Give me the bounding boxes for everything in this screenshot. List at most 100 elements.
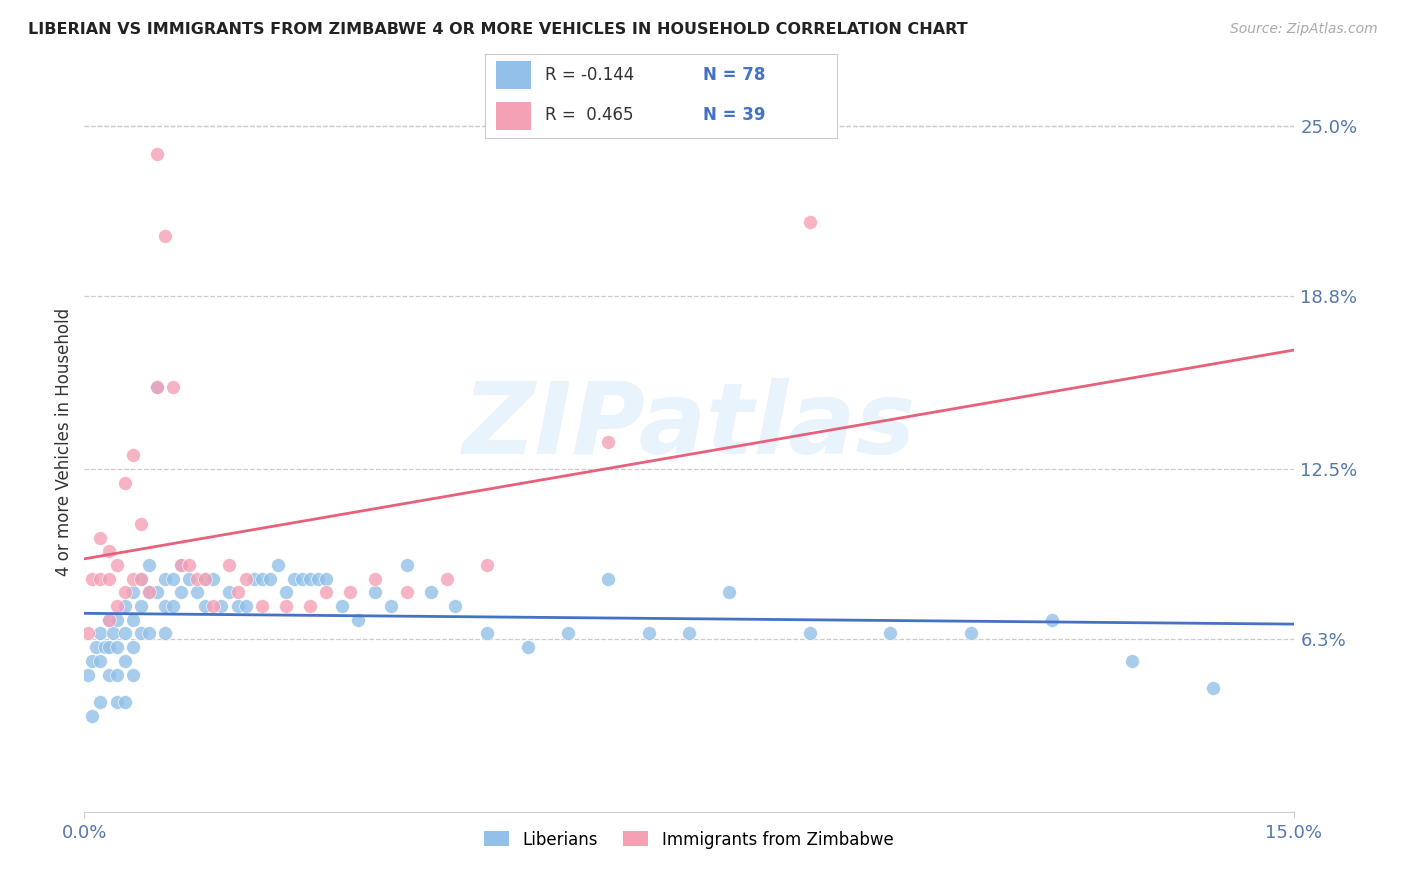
Point <box>97 572 120 586</box>
Point <box>86 640 108 655</box>
Point <box>105 667 128 681</box>
Point <box>105 695 128 709</box>
Text: Source: ZipAtlas.com: Source: ZipAtlas.com <box>1230 22 1378 37</box>
Point <box>146 380 169 394</box>
Point <box>138 585 160 599</box>
Point <box>121 667 143 681</box>
Point <box>242 572 264 586</box>
Point <box>637 626 659 640</box>
Point <box>82 654 104 668</box>
Point <box>89 572 111 586</box>
Point <box>315 572 337 586</box>
Point <box>162 380 184 394</box>
Point <box>226 585 249 599</box>
Point <box>129 599 152 613</box>
Point <box>138 558 160 572</box>
Point <box>315 585 337 599</box>
Point <box>162 572 184 586</box>
Point <box>170 558 193 572</box>
Point <box>395 558 418 572</box>
Point <box>114 585 136 599</box>
Point <box>194 599 217 613</box>
Point <box>121 448 143 462</box>
Point <box>89 695 111 709</box>
Point <box>146 585 169 599</box>
Point <box>218 558 240 572</box>
Text: N = 39: N = 39 <box>703 106 765 124</box>
Point <box>299 599 322 613</box>
Point <box>170 558 193 572</box>
Point <box>105 558 128 572</box>
Point <box>114 626 136 640</box>
Point <box>209 599 232 613</box>
Point <box>557 626 579 640</box>
Point <box>153 572 176 586</box>
Point <box>186 585 208 599</box>
Point <box>89 531 111 545</box>
Point <box>162 599 184 613</box>
Point <box>420 585 443 599</box>
Point <box>89 626 111 640</box>
Point <box>291 572 314 586</box>
Point <box>347 613 370 627</box>
Legend: Liberians, Immigrants from Zimbabwe: Liberians, Immigrants from Zimbabwe <box>478 824 900 855</box>
Point <box>153 599 176 613</box>
Point <box>330 599 353 613</box>
Point <box>146 380 169 394</box>
Point <box>395 585 418 599</box>
Point <box>1121 654 1143 668</box>
Point <box>194 572 217 586</box>
Point <box>97 640 120 655</box>
Point <box>138 585 160 599</box>
Point <box>226 599 249 613</box>
Point <box>235 572 257 586</box>
FancyBboxPatch shape <box>495 102 531 130</box>
Point <box>93 640 115 655</box>
Point <box>114 695 136 709</box>
Point <box>105 613 128 627</box>
Point <box>97 667 120 681</box>
Point <box>283 572 305 586</box>
Point <box>82 708 104 723</box>
Point <box>179 572 201 586</box>
Point <box>250 572 273 586</box>
Text: R =  0.465: R = 0.465 <box>544 106 633 124</box>
Point <box>202 572 225 586</box>
Point <box>114 475 136 490</box>
Point <box>339 585 361 599</box>
Point <box>186 572 208 586</box>
Text: R = -0.144: R = -0.144 <box>544 66 634 84</box>
Point <box>718 585 741 599</box>
Point <box>129 572 152 586</box>
Point <box>960 626 983 640</box>
Point <box>1040 613 1063 627</box>
Point <box>598 572 620 586</box>
Point <box>218 585 240 599</box>
Y-axis label: 4 or more Vehicles in Household: 4 or more Vehicles in Household <box>55 308 73 575</box>
Point <box>250 599 273 613</box>
Point <box>105 599 128 613</box>
Point <box>259 572 281 586</box>
Point <box>82 572 104 586</box>
Point <box>678 626 700 640</box>
Point <box>129 572 152 586</box>
Point <box>153 626 176 640</box>
Point <box>274 585 297 599</box>
Point <box>121 585 143 599</box>
Point <box>146 146 169 161</box>
Point <box>129 626 152 640</box>
Point <box>89 654 111 668</box>
Point <box>363 572 385 586</box>
Point <box>598 434 620 449</box>
Point <box>121 640 143 655</box>
Point <box>77 626 100 640</box>
Point <box>235 599 257 613</box>
Point <box>799 215 821 229</box>
Point <box>97 544 120 558</box>
Point <box>307 572 329 586</box>
Text: ZIPatlas: ZIPatlas <box>463 378 915 475</box>
Point <box>267 558 290 572</box>
Point <box>274 599 297 613</box>
Point <box>202 599 225 613</box>
Point <box>97 613 120 627</box>
